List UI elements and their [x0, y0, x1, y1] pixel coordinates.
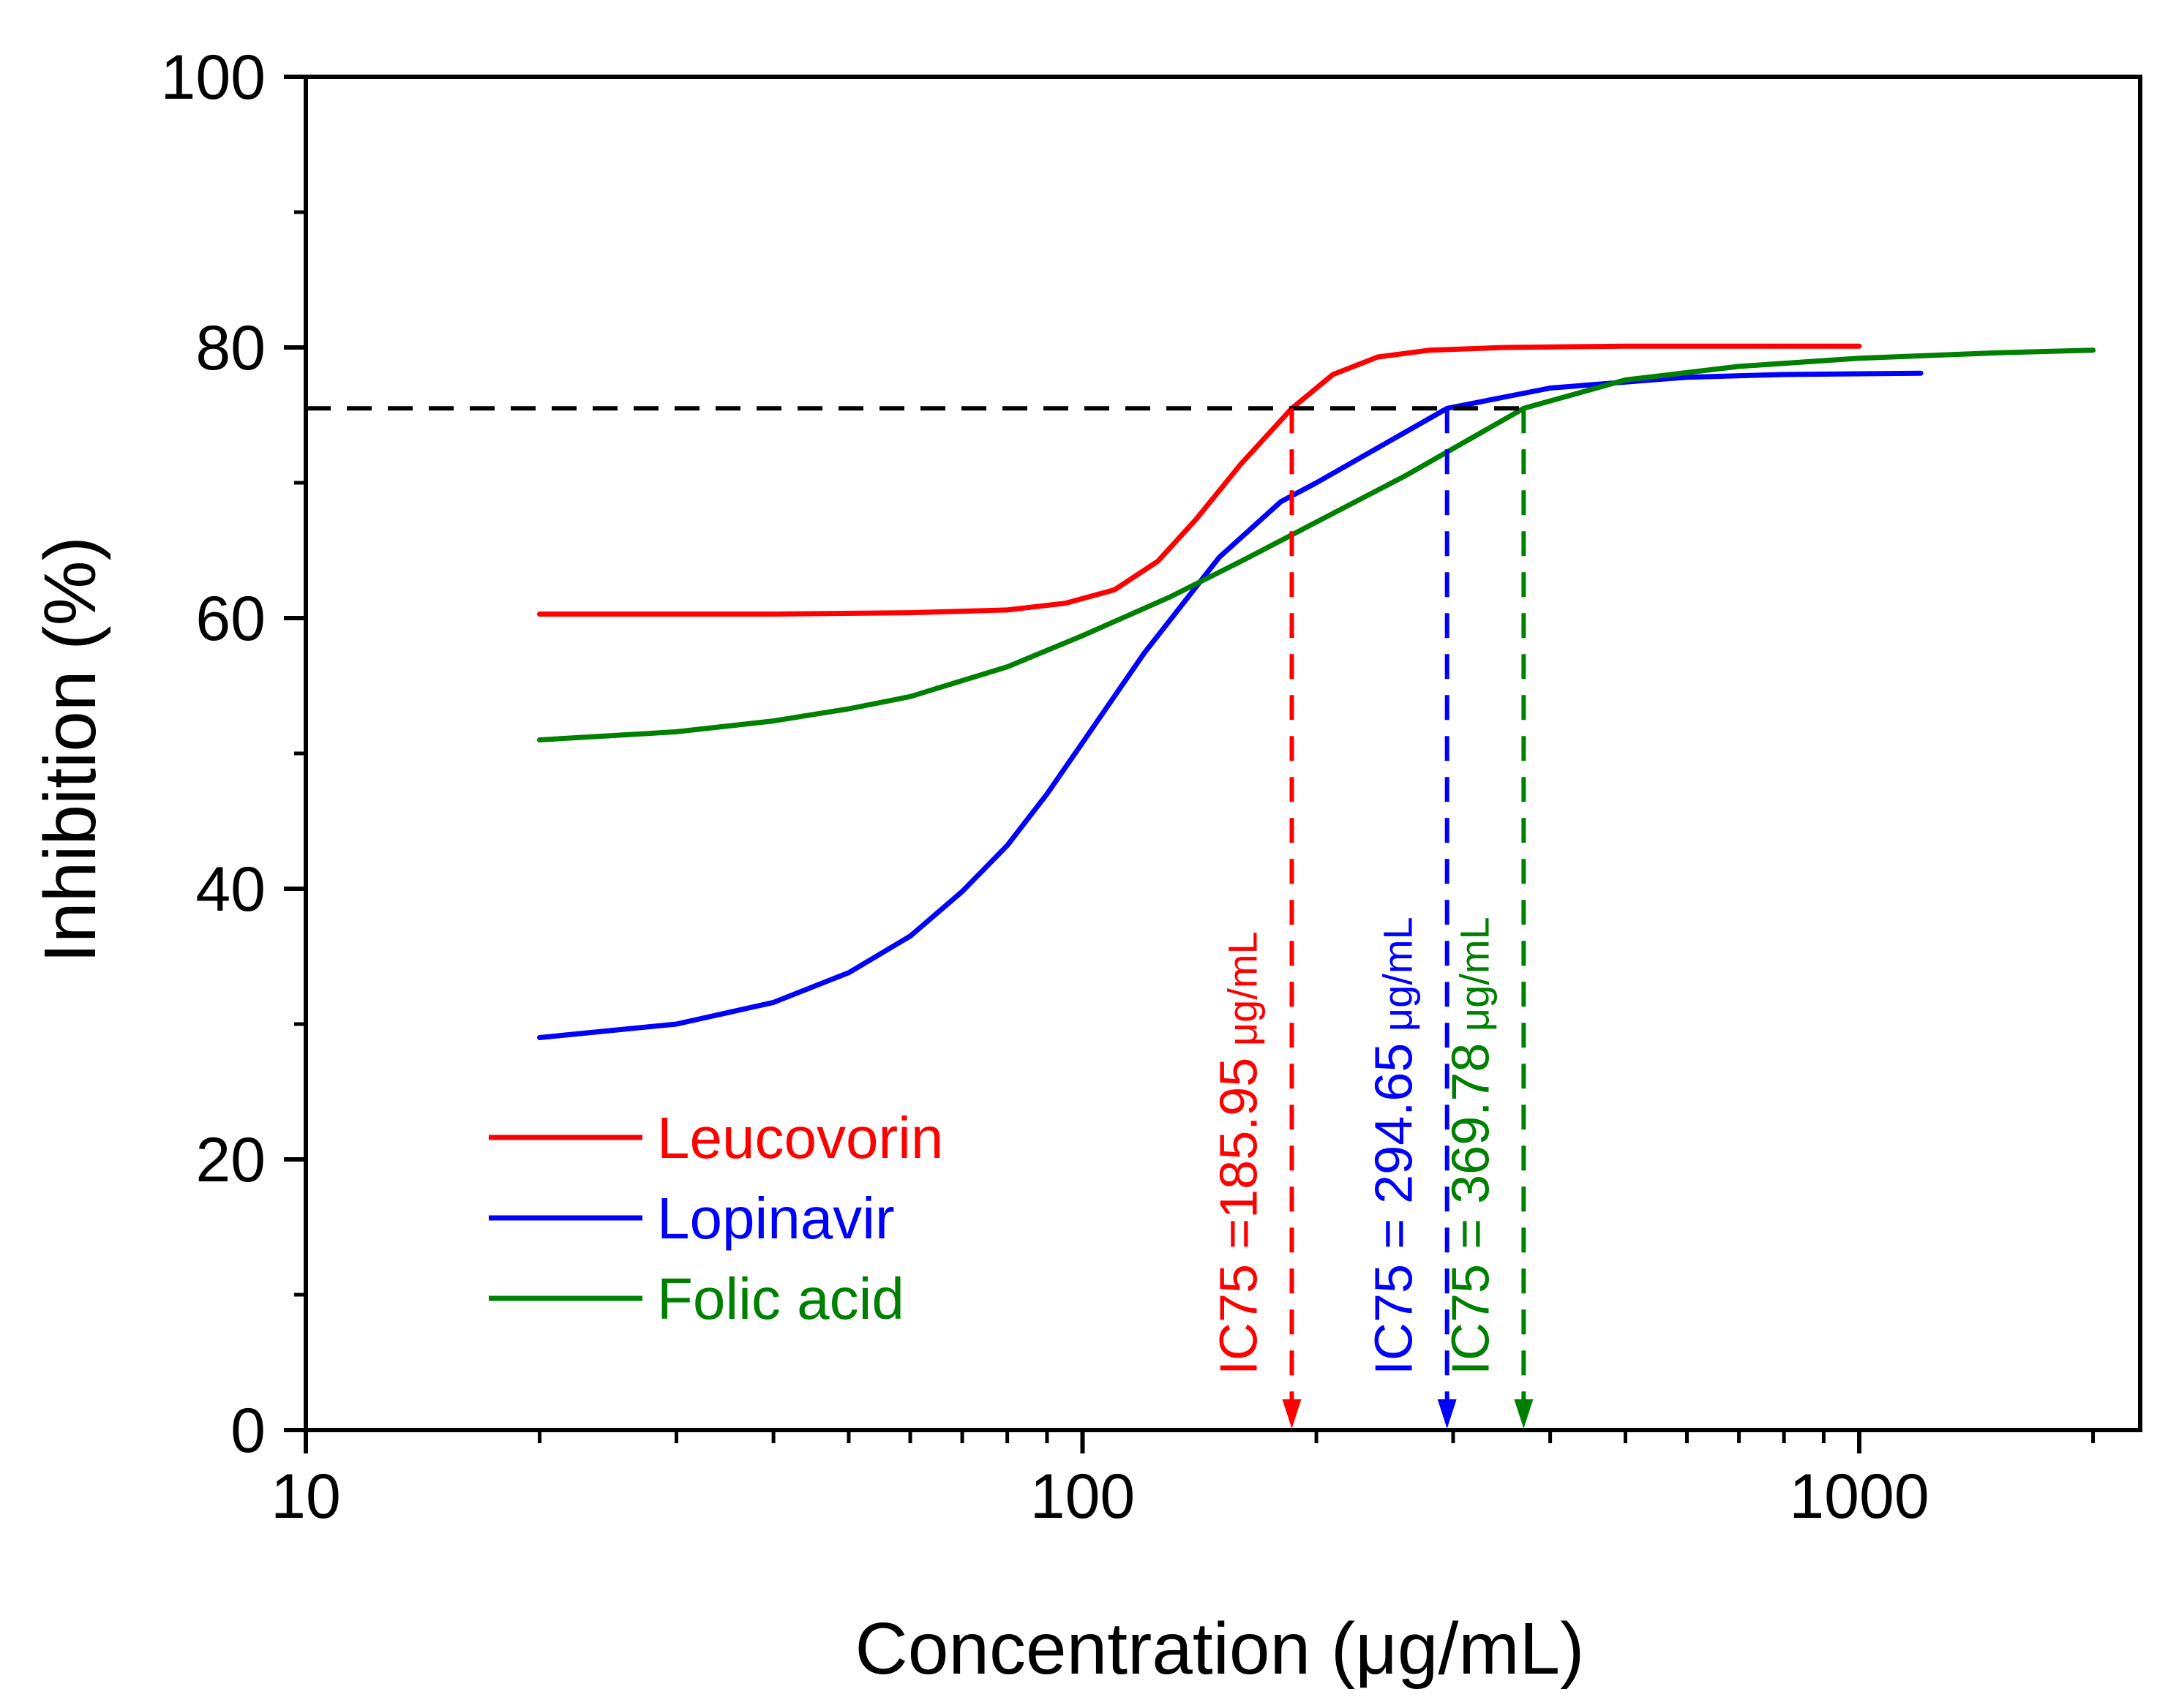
ic75-value-folic-acid: IC75 = 369.78 [1441, 1043, 1500, 1375]
y-tick-label: 40 [195, 854, 266, 925]
x-axis-title: Concentration (μg/mL) [855, 1608, 1585, 1690]
legend-label-folic-acid: Folic acid [657, 1266, 904, 1331]
ic75-arrowhead-folic-acid [1514, 1399, 1534, 1429]
ic75-unit-leucovorin: μg/mL [1219, 931, 1265, 1057]
y-tick-label: 0 [230, 1396, 266, 1466]
x-tick-label: 10 [271, 1461, 341, 1532]
ic75-unit-lopinavir: μg/mL [1375, 917, 1421, 1042]
y-tick-label: 80 [195, 313, 266, 383]
y-tick-label: 20 [195, 1125, 266, 1195]
legend: Leucovorin Lopinavir Folic acid [489, 1105, 943, 1331]
axes: 0 20 40 60 80 100 10 100 1000 [161, 42, 2142, 1532]
ic75-label-leucovorin: IC75 =185.95 μg/mL [1209, 931, 1268, 1375]
ic75-label-lopinavir: IC75 = 294.65 μg/mL [1365, 917, 1424, 1375]
series-line-folic-acid [537, 347, 2096, 742]
y-tick-label: 60 [195, 584, 266, 654]
ic75-label-folic-acid: IC75 = 369.78 μg/mL [1441, 917, 1500, 1375]
ic75-arrowhead-leucovorin [1282, 1399, 1302, 1429]
ic75-arrowhead-lopinavir [1437, 1399, 1457, 1429]
y-tick-label: 100 [161, 42, 266, 113]
series-line-leucovorin [537, 343, 1862, 617]
y-axis-title: Inhibition (%) [29, 536, 111, 963]
legend-label-lopinavir: Lopinavir [657, 1186, 895, 1251]
legend-label-leucovorin: Leucovorin [657, 1105, 943, 1170]
series-line-lopinavir [537, 370, 1924, 1040]
x-tick-label: 1000 [1789, 1461, 1929, 1532]
ic75-unit-folic-acid: μg/mL [1451, 917, 1497, 1042]
x-tick-label: 100 [1030, 1461, 1136, 1532]
ic75-value-lopinavir: IC75 = 294.65 [1365, 1043, 1424, 1375]
ic75-value-leucovorin: IC75 =185.95 [1209, 1058, 1268, 1375]
